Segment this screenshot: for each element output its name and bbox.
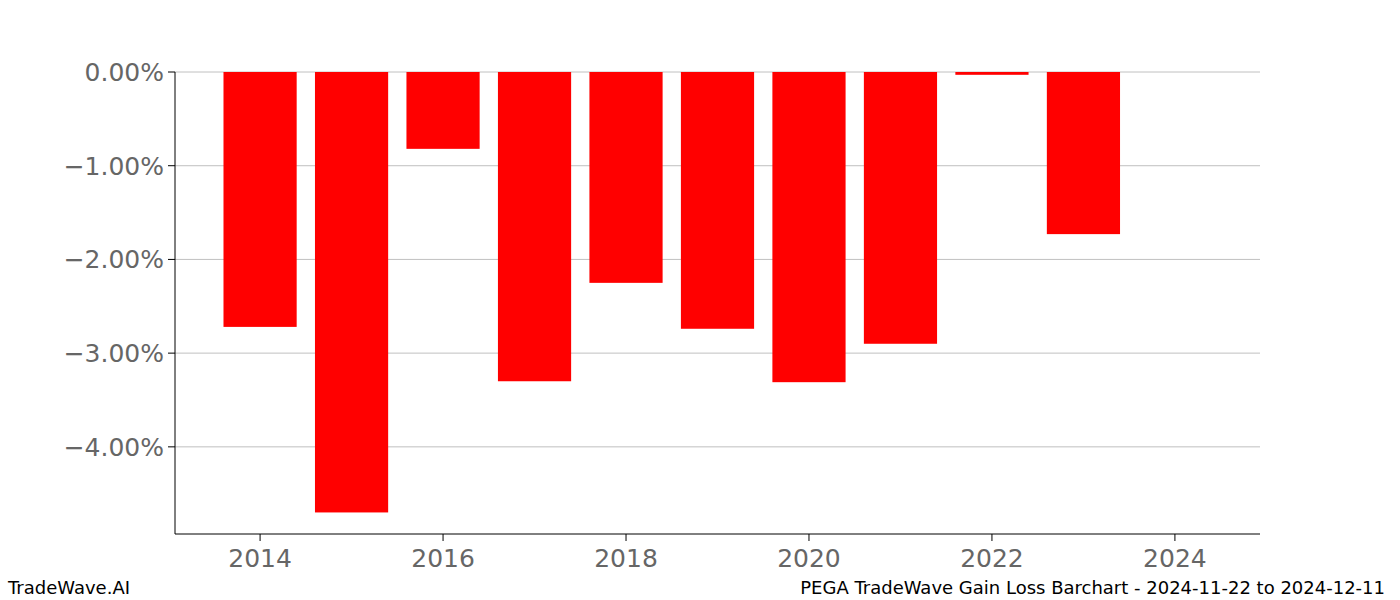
x-tick-label: 2016: [411, 544, 475, 573]
bar: [498, 72, 571, 381]
bar: [589, 72, 662, 283]
bar: [315, 72, 388, 512]
bar: [955, 72, 1028, 75]
y-tick-label: −2.00%: [64, 245, 164, 274]
y-tick: [168, 72, 175, 73]
bar: [223, 72, 296, 327]
x-tick: [991, 534, 992, 541]
y-tick-label: −4.00%: [64, 433, 164, 462]
bar: [772, 72, 845, 382]
y-tick: [168, 259, 175, 260]
chart: 0.00% −1.00% −2.00% −3.00% −4.00% 2014 2016 201…: [0, 0, 1400, 600]
x-tick: [443, 534, 444, 541]
y-tick: [168, 446, 175, 447]
y-tick-label: −1.00%: [64, 152, 164, 181]
bar: [1047, 72, 1120, 234]
y-tick-label: 0.00%: [85, 58, 164, 87]
y-tick: [168, 353, 175, 354]
source: TradeWave.AI: [7, 577, 130, 598]
x-tick-label: 2014: [228, 544, 292, 573]
title: PEGA TradeWave Gain Loss Barchart - 2024…: [800, 577, 1385, 598]
bar: [681, 72, 754, 329]
x-tick: [808, 534, 809, 541]
x-tick-label: 2022: [960, 544, 1024, 573]
y-tick-label: −3.00%: [64, 339, 164, 368]
x-tick: [260, 534, 261, 541]
y-tick: [168, 165, 175, 166]
x-axis: [175, 534, 1260, 535]
bar: [406, 72, 479, 149]
y-axis: [175, 72, 176, 534]
bars: [223, 72, 1120, 512]
bar: [864, 72, 937, 344]
x-tick-label: 2018: [594, 544, 658, 573]
x-tick: [626, 534, 627, 541]
x-tick: [1174, 534, 1175, 541]
x-tick-label: 2024: [1143, 544, 1207, 573]
x-tick-label: 2020: [777, 544, 841, 573]
